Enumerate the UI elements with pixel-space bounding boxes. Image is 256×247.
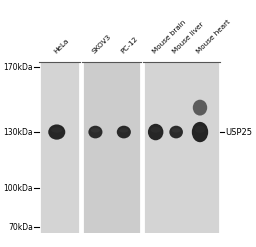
Ellipse shape: [193, 100, 207, 116]
Text: Mouse heart: Mouse heart: [196, 19, 232, 55]
Ellipse shape: [88, 126, 102, 138]
Ellipse shape: [48, 124, 65, 140]
Ellipse shape: [148, 124, 163, 140]
Text: PC-12: PC-12: [120, 36, 139, 55]
Text: 130kDa: 130kDa: [3, 127, 33, 137]
FancyBboxPatch shape: [39, 62, 80, 233]
Text: Mouse liver: Mouse liver: [172, 21, 206, 55]
Ellipse shape: [195, 126, 205, 133]
Ellipse shape: [172, 128, 180, 133]
Ellipse shape: [151, 127, 161, 133]
Text: 170kDa: 170kDa: [3, 63, 33, 72]
Text: HeLa: HeLa: [52, 38, 70, 55]
Text: 70kDa: 70kDa: [8, 223, 33, 232]
Ellipse shape: [117, 126, 131, 138]
FancyBboxPatch shape: [143, 62, 220, 233]
Ellipse shape: [51, 127, 62, 133]
Text: USP25: USP25: [225, 127, 252, 137]
Text: 100kDa: 100kDa: [3, 184, 33, 193]
Text: SKOV3: SKOV3: [91, 34, 112, 55]
FancyBboxPatch shape: [82, 62, 141, 233]
Text: Mouse brain: Mouse brain: [151, 20, 187, 55]
Ellipse shape: [169, 126, 183, 138]
Ellipse shape: [119, 128, 129, 133]
Ellipse shape: [192, 122, 208, 142]
Ellipse shape: [91, 128, 100, 133]
